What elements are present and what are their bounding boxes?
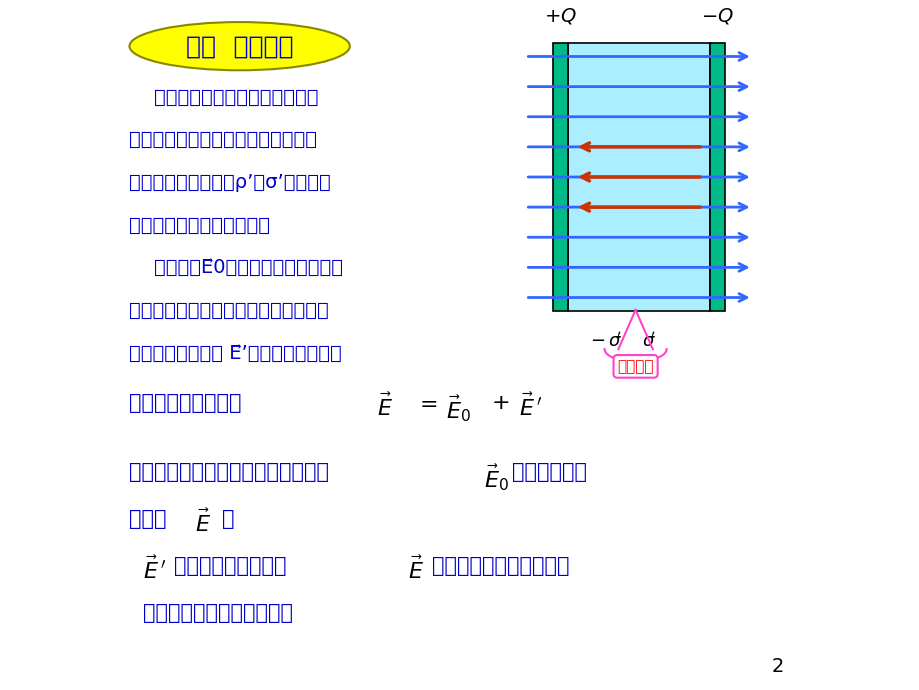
Text: 一、  退极化场: 一、 退极化场 bbox=[186, 34, 293, 58]
Text: 际的场: 际的场 bbox=[130, 509, 166, 529]
Text: $\vec{E}$: $\vec{E}$ bbox=[195, 509, 210, 536]
Text: $-Q$: $-Q$ bbox=[700, 6, 733, 26]
Text: 2: 2 bbox=[770, 658, 783, 676]
Text: 又总是起着减弱总场: 又总是起着减弱总场 bbox=[174, 555, 287, 575]
Text: $-\,\sigma\!'$: $-\,\sigma\!'$ bbox=[589, 332, 621, 351]
Text: 的作用，故称为退极化场。: 的作用，故称为退极化场。 bbox=[143, 602, 293, 622]
Text: $\vec{E}_0$: $\vec{E}_0$ bbox=[483, 462, 508, 493]
Text: 缚电荷，在其周围无论介质内部还是外: 缚电荷，在其周围无论介质内部还是外 bbox=[130, 301, 329, 320]
Ellipse shape bbox=[130, 22, 349, 70]
Text: 的作用，即起着减弱极化: 的作用，即起着减弱极化 bbox=[432, 555, 570, 575]
Text: 而是介质内实: 而是介质内实 bbox=[511, 462, 586, 482]
Text: $\vec{E}$: $\vec{E}$ bbox=[377, 393, 393, 420]
Text: 在其内部。因此可用ρ’和σ’的分布来: 在其内部。因此可用ρ’和σ’的分布来 bbox=[130, 173, 331, 192]
FancyBboxPatch shape bbox=[709, 43, 724, 311]
FancyBboxPatch shape bbox=[552, 43, 568, 311]
Text: 电介质在外场中的性质相当于在: 电介质在外场中的性质相当于在 bbox=[130, 88, 319, 106]
Text: $\vec{E}\,'$: $\vec{E}\,'$ bbox=[143, 555, 167, 583]
Text: $\sigma\!'$: $\sigma\!'$ bbox=[641, 332, 656, 351]
Text: 部都产生附加电场 E⃗’，称为退极化场。: 部都产生附加电场 E⃗’，称为退极化场。 bbox=[130, 344, 342, 363]
Text: $\vec{E}_0$: $\vec{E}_0$ bbox=[446, 393, 471, 424]
Text: 代替电介质对电场的影响。: 代替电介质对电场的影响。 bbox=[130, 215, 270, 235]
Text: 在外电场E⃗0中，介质极化产生的束: 在外电场E⃗0中，介质极化产生的束 bbox=[130, 258, 343, 277]
Text: 注意：决定介质极化的不是原来的场: 注意：决定介质极化的不是原来的场 bbox=[130, 462, 329, 482]
Text: $\vec{E}$: $\vec{E}$ bbox=[408, 555, 424, 583]
Text: $\vec{E}\,'$: $\vec{E}\,'$ bbox=[518, 393, 542, 420]
Text: $+Q$: $+Q$ bbox=[543, 6, 576, 26]
Text: 任一点的总场强为：: 任一点的总场强为： bbox=[130, 393, 242, 413]
Text: $=$: $=$ bbox=[414, 393, 437, 413]
Text: $+$: $+$ bbox=[491, 393, 509, 413]
Text: 退极化场: 退极化场 bbox=[617, 359, 653, 374]
FancyBboxPatch shape bbox=[568, 43, 709, 311]
Text: 。: 。 bbox=[222, 509, 234, 529]
Text: 真空中有适当的束缚电荷体密度分布: 真空中有适当的束缚电荷体密度分布 bbox=[130, 130, 317, 149]
